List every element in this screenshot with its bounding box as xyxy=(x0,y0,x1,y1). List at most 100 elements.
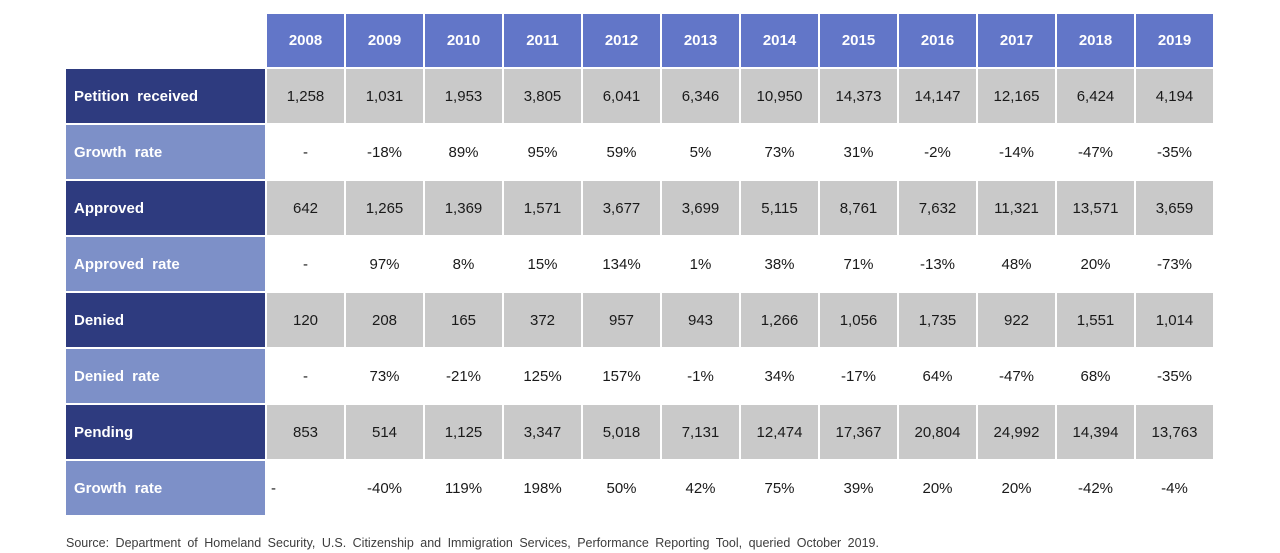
value-cell: -4% xyxy=(1161,479,1188,497)
value-cell: -1% xyxy=(687,367,714,385)
value-cell: 34% xyxy=(764,367,795,385)
value-cell: -47% xyxy=(998,367,1035,385)
value-cell: 89% xyxy=(448,143,479,161)
value-cell: 11,321 xyxy=(978,181,1055,235)
value-cell: 957 xyxy=(583,293,660,347)
row-label: Growth rate xyxy=(66,125,265,179)
value-cell: 1,369 xyxy=(425,181,502,235)
row-label: Denied rate xyxy=(66,349,265,403)
value-cell: 15% xyxy=(527,255,558,273)
year-header: 2014 xyxy=(741,14,818,67)
year-header: 2008 xyxy=(267,14,344,67)
value-cell: 1,571 xyxy=(504,181,581,235)
value-cell: 64% xyxy=(922,367,953,385)
value-cell: 20% xyxy=(1001,479,1032,497)
value-cell: 31% xyxy=(843,143,874,161)
value-cell: 1,258 xyxy=(267,69,344,123)
value-cell: 125% xyxy=(523,367,562,385)
value-cell: 3,347 xyxy=(504,405,581,459)
value-cell: 24,992 xyxy=(978,405,1055,459)
value-cell: 20,804 xyxy=(899,405,976,459)
value-cell: 95% xyxy=(527,143,558,161)
value-cell: -14% xyxy=(998,143,1035,161)
year-header: 2015 xyxy=(820,14,897,67)
value-cell: -73% xyxy=(1156,255,1193,273)
value-cell: 73% xyxy=(764,143,795,161)
value-cell: 10,950 xyxy=(741,69,818,123)
value-cell: 1,125 xyxy=(425,405,502,459)
value-cell: 1,031 xyxy=(346,69,423,123)
value-cell: -17% xyxy=(840,367,877,385)
value-cell: 1,953 xyxy=(425,69,502,123)
value-cell: 12,474 xyxy=(741,405,818,459)
value-cell: - xyxy=(271,479,276,497)
year-header: 2018 xyxy=(1057,14,1134,67)
value-cell: 17,367 xyxy=(820,405,897,459)
row-label: Petition received xyxy=(66,69,265,123)
row-label: Growth rate xyxy=(66,461,265,515)
value-cell: -13% xyxy=(919,255,956,273)
source-note: Source: Department of Homeland Security,… xyxy=(66,536,879,550)
value-cell: 50% xyxy=(606,479,637,497)
year-header: 2009 xyxy=(346,14,423,67)
value-cell: 208 xyxy=(346,293,423,347)
value-cell: -21% xyxy=(445,367,482,385)
value-cell: 372 xyxy=(504,293,581,347)
value-cell: 1,014 xyxy=(1136,293,1213,347)
row-label: Denied xyxy=(66,293,265,347)
value-cell: 165 xyxy=(425,293,502,347)
value-cell: 20% xyxy=(922,479,953,497)
value-cell: - xyxy=(303,143,308,161)
value-cell: 5% xyxy=(689,143,712,161)
corner-cell xyxy=(66,14,265,67)
year-header: 2017 xyxy=(978,14,1055,67)
value-cell: 3,805 xyxy=(504,69,581,123)
value-cell: 1,735 xyxy=(899,293,976,347)
value-cell: 8,761 xyxy=(820,181,897,235)
value-cell: -42% xyxy=(1077,479,1114,497)
value-cell: 157% xyxy=(602,367,641,385)
value-cell: 39% xyxy=(843,479,874,497)
value-cell: - xyxy=(303,255,308,273)
value-cell: 5,018 xyxy=(583,405,660,459)
year-header: 2010 xyxy=(425,14,502,67)
value-cell: 73% xyxy=(369,367,400,385)
value-cell: 7,632 xyxy=(899,181,976,235)
value-cell: 12,165 xyxy=(978,69,1055,123)
value-cell: 14,394 xyxy=(1057,405,1134,459)
value-cell: 134% xyxy=(602,255,641,273)
year-header: 2012 xyxy=(583,14,660,67)
value-cell: -18% xyxy=(366,143,403,161)
year-header: 2013 xyxy=(662,14,739,67)
value-cell: 14,373 xyxy=(820,69,897,123)
value-cell: -35% xyxy=(1156,143,1193,161)
value-cell: 514 xyxy=(346,405,423,459)
value-cell: 6,346 xyxy=(662,69,739,123)
row-label: Approved rate xyxy=(66,237,265,291)
year-header: 2016 xyxy=(899,14,976,67)
value-cell: 5,115 xyxy=(741,181,818,235)
value-cell: 68% xyxy=(1080,367,1111,385)
value-cell: 6,041 xyxy=(583,69,660,123)
value-cell: 3,677 xyxy=(583,181,660,235)
value-cell: 97% xyxy=(369,255,400,273)
value-cell: 7,131 xyxy=(662,405,739,459)
value-cell: 1,265 xyxy=(346,181,423,235)
year-header: 2011 xyxy=(504,14,581,67)
value-cell: 120 xyxy=(267,293,344,347)
petitions-table: 2008 2009 2010 2011 2012 2013 2014 2015 2016 2017… xyxy=(66,14,1213,515)
value-cell: 20% xyxy=(1080,255,1111,273)
value-cell: 75% xyxy=(764,479,795,497)
value-cell: 1,056 xyxy=(820,293,897,347)
value-cell: 1% xyxy=(689,255,712,273)
value-cell: 853 xyxy=(267,405,344,459)
value-cell: 642 xyxy=(267,181,344,235)
value-cell: -40% xyxy=(366,479,403,497)
value-cell: 1,266 xyxy=(741,293,818,347)
value-cell: 3,699 xyxy=(662,181,739,235)
value-cell: 1,551 xyxy=(1057,293,1134,347)
value-cell: 6,424 xyxy=(1057,69,1134,123)
value-cell: 48% xyxy=(1001,255,1032,273)
year-header: 2019 xyxy=(1136,14,1213,67)
